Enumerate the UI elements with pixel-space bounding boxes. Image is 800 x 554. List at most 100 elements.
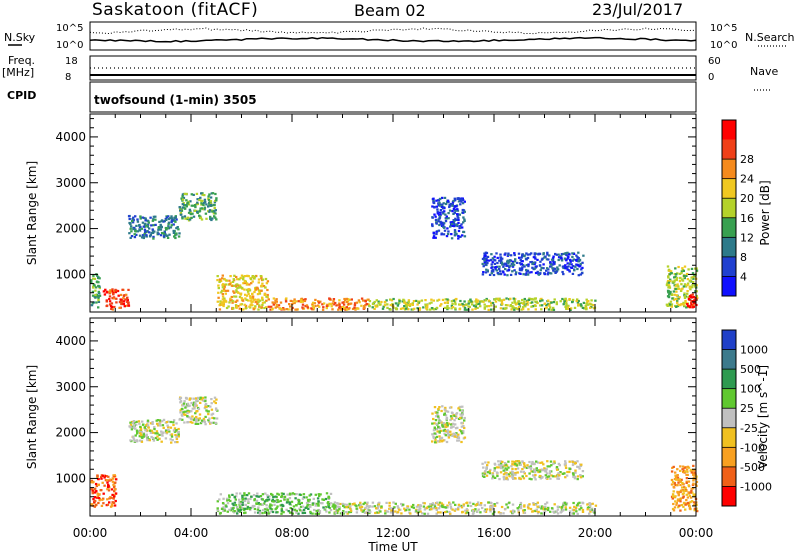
data-cell [282, 504, 285, 507]
data-cell [218, 512, 222, 515]
data-cell [210, 413, 213, 416]
data-cell [241, 299, 245, 302]
data-cell [501, 466, 504, 469]
data-cell [674, 471, 677, 474]
data-cell [671, 297, 674, 300]
colorbar-tick-label: -100 [740, 441, 765, 454]
data-cell [275, 300, 278, 303]
data-cell [282, 307, 285, 310]
data-cell [519, 258, 522, 261]
colorbar-segment [722, 427, 736, 448]
data-cell [679, 497, 682, 501]
data-cell [353, 502, 356, 505]
data-cell [218, 304, 221, 307]
data-cell [201, 199, 204, 203]
data-cell [675, 287, 679, 290]
data-cell [579, 464, 583, 468]
data-cell [452, 299, 455, 302]
data-cell [443, 210, 446, 213]
data-cell [193, 404, 197, 408]
data-cell [666, 279, 670, 283]
data-cell [491, 268, 494, 271]
data-cell [182, 411, 185, 414]
data-cell [252, 494, 256, 497]
data-cell [542, 512, 545, 515]
data-cell [226, 289, 230, 292]
data-cell [562, 273, 565, 276]
data-cell [403, 301, 406, 304]
data-cell [449, 426, 453, 429]
data-cell [261, 298, 264, 301]
data-cell [684, 299, 687, 303]
data-cell [190, 204, 193, 207]
data-cell [122, 303, 125, 306]
data-cell [445, 510, 448, 513]
data-cell [93, 284, 96, 287]
data-cell [385, 299, 388, 302]
data-cell [186, 216, 189, 219]
data-cell [144, 222, 147, 225]
data-cell [90, 304, 94, 307]
data-cell [428, 508, 432, 511]
data-cell [522, 470, 525, 473]
data-cell [474, 504, 477, 507]
data-cell [515, 464, 519, 467]
data-cell [192, 193, 195, 196]
data-cell [143, 426, 146, 429]
data-cell [521, 308, 525, 311]
data-cell [223, 509, 227, 512]
data-cell [463, 300, 466, 303]
data-cell [683, 470, 687, 473]
data-cell [289, 299, 292, 302]
data-cell [586, 300, 589, 304]
data-cell [459, 235, 462, 238]
data-cell [141, 420, 144, 423]
data-cell [311, 303, 314, 306]
data-cell [210, 408, 214, 411]
data-cell [555, 270, 558, 273]
data-cell [671, 497, 674, 500]
data-cell [327, 496, 330, 499]
data-cell [90, 488, 93, 491]
data-cell [101, 474, 105, 477]
data-cell [549, 477, 552, 480]
data-cell [489, 508, 492, 511]
data-cell [269, 308, 272, 311]
data-cell [164, 226, 168, 230]
data-cell [670, 483, 674, 486]
data-cell [679, 469, 682, 472]
data-cell [176, 226, 179, 229]
data-cell [188, 208, 192, 211]
data-cell [186, 415, 189, 418]
data-cell [185, 199, 188, 202]
data-cell [686, 501, 690, 505]
data-cell [166, 227, 170, 230]
data-cell [161, 424, 165, 427]
data-cell [130, 230, 133, 233]
data-cell [555, 301, 558, 304]
data-cell [531, 301, 534, 304]
data-cell [431, 412, 434, 415]
data-cell [425, 307, 428, 310]
data-cell [261, 503, 264, 506]
data-cell [310, 307, 313, 310]
data-cell [153, 230, 156, 233]
data-cell [152, 439, 156, 442]
data-cell [279, 499, 282, 503]
data-cell [236, 508, 239, 511]
data-cell [229, 299, 232, 302]
colorbar-segment [722, 388, 736, 409]
data-cell [280, 492, 284, 495]
data-cell [407, 303, 410, 306]
data-cell [175, 422, 178, 425]
data-cell [139, 425, 142, 428]
data-cell [357, 299, 361, 302]
data-cell [688, 494, 691, 497]
data-cell [459, 504, 463, 507]
data-cell [265, 295, 268, 298]
data-cell [233, 274, 236, 277]
data-cell [261, 297, 264, 300]
data-cell [405, 302, 408, 305]
data-cell [367, 303, 370, 306]
data-cell [420, 299, 424, 302]
